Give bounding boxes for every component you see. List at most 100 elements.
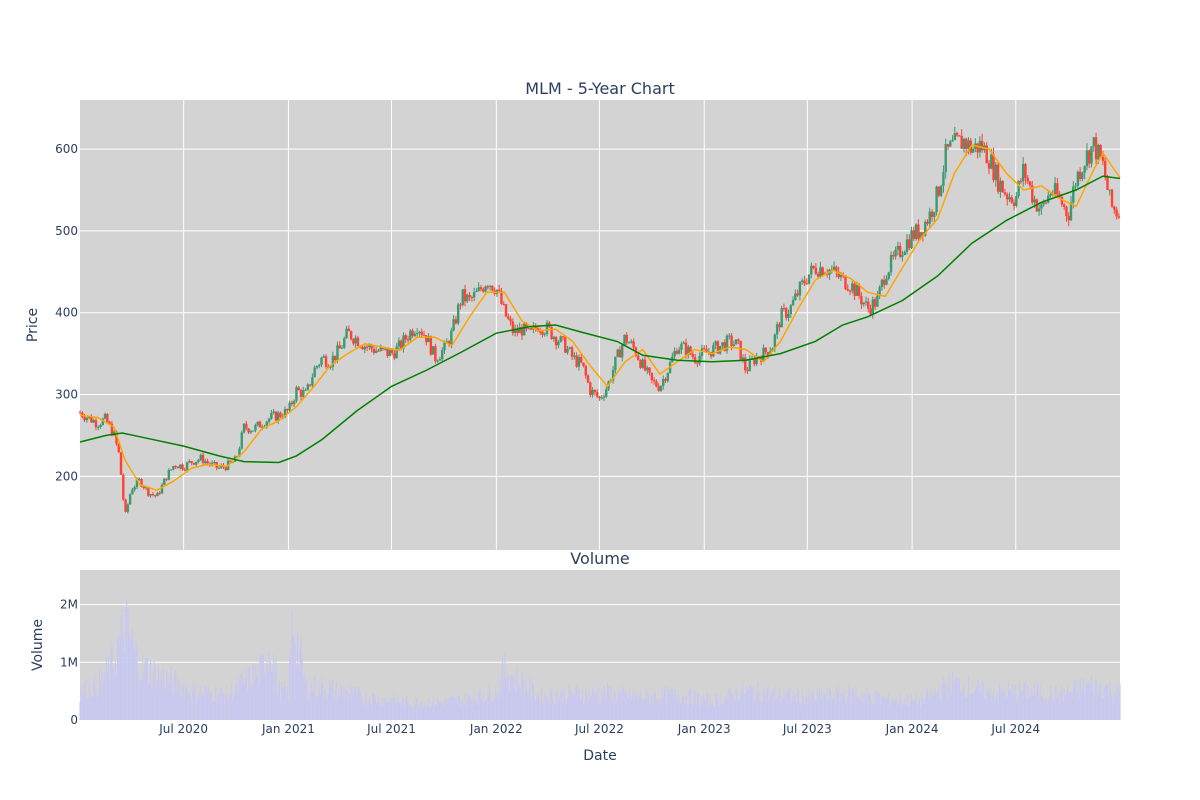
- volume-bar: [243, 683, 245, 720]
- volume-bar: [1011, 684, 1013, 720]
- volume-bar: [146, 658, 148, 720]
- candle-body: [183, 469, 186, 471]
- volume-bar: [667, 686, 669, 720]
- volume-bar: [994, 700, 996, 720]
- volume-bar: [252, 663, 254, 720]
- volume-bar: [655, 698, 657, 720]
- volume-bar: [807, 696, 809, 720]
- volume-bar: [569, 690, 571, 720]
- volume-bar: [523, 697, 525, 720]
- volume-bar: [1096, 681, 1098, 720]
- candle-body: [545, 322, 549, 334]
- x-tick-label: Jan 2022: [469, 722, 523, 736]
- volume-bar: [684, 702, 686, 720]
- candle-body: [500, 291, 503, 304]
- volume-bar: [1076, 694, 1078, 720]
- volume-bar: [189, 696, 192, 720]
- candle-body: [554, 337, 558, 346]
- candle-body: [693, 357, 697, 363]
- volume-bar: [548, 703, 550, 720]
- candle-body: [627, 342, 631, 344]
- candle-body: [876, 295, 879, 307]
- price-panel: 200 300 400 500 600 MLM - 5-Year Chart Price: [25, 79, 1121, 550]
- volume-bar: [611, 702, 613, 720]
- volume-bar: [1052, 701, 1054, 720]
- volume-bar: [227, 699, 229, 720]
- candle-body: [712, 345, 715, 357]
- volume-bar: [936, 694, 938, 720]
- candle-body: [739, 340, 742, 360]
- volume-bar: [1021, 692, 1023, 720]
- volume-y-tick-label: 0: [70, 713, 78, 727]
- candle-body: [898, 245, 902, 257]
- volume-bar: [453, 696, 455, 720]
- volume-bar: [481, 700, 483, 720]
- volume-bar: [973, 691, 975, 720]
- candle-body: [422, 334, 426, 336]
- candle-body: [169, 469, 173, 471]
- candle-body: [459, 304, 462, 306]
- volume-bar: [278, 681, 280, 720]
- volume-bars: [79, 600, 1121, 720]
- volume-bar: [1077, 682, 1079, 720]
- volume-bar: [986, 687, 988, 720]
- volume-bar: [366, 705, 368, 720]
- volume-bar: [977, 678, 979, 720]
- candle-body: [534, 325, 537, 329]
- volume-bar: [125, 609, 127, 720]
- volume-bar: [688, 689, 691, 720]
- volume-bar: [101, 669, 103, 720]
- volume-bar: [878, 691, 880, 720]
- volume-bar: [469, 695, 471, 720]
- volume-bar: [618, 690, 620, 720]
- candle-body: [566, 348, 569, 353]
- volume-bar: [590, 695, 593, 720]
- volume-bar: [356, 693, 358, 720]
- candle-body: [450, 330, 453, 345]
- volume-bar: [602, 697, 604, 720]
- volume-bar: [234, 690, 236, 720]
- volume-bar: [379, 703, 381, 720]
- volume-bar: [833, 694, 835, 720]
- volume-bar: [939, 700, 941, 720]
- volume-bar: [846, 699, 848, 720]
- candle-body: [746, 370, 749, 372]
- volume-bar: [260, 653, 262, 720]
- volume-bar: [633, 695, 635, 720]
- candle-body: [511, 321, 515, 334]
- volume-bar: [458, 696, 460, 720]
- volume-bar: [429, 708, 431, 720]
- candle-body: [773, 334, 777, 349]
- volume-bar: [622, 687, 624, 720]
- volume-bar: [576, 685, 578, 720]
- volume-bar: [727, 690, 729, 720]
- volume-bar: [571, 696, 573, 720]
- volume-bar: [1020, 690, 1022, 720]
- candle-body: [1053, 183, 1057, 195]
- volume-bar: [456, 697, 458, 720]
- volume-bar: [105, 655, 107, 720]
- volume-bar: [826, 687, 828, 720]
- volume-bar: [1078, 698, 1080, 720]
- volume-bar: [975, 685, 978, 720]
- volume-bar: [678, 700, 680, 720]
- volume-bar: [913, 701, 915, 720]
- candle-body: [131, 489, 134, 495]
- volume-x-tick-labels: Jul 2020 Jan 2021 Jul 2021 Jan 2022 Jul 2022…: [158, 722, 1040, 736]
- volume-bar: [907, 706, 909, 720]
- candle-body: [386, 348, 389, 357]
- candle-body: [138, 479, 141, 481]
- volume-bar: [659, 698, 661, 720]
- volume-bar: [330, 685, 332, 720]
- volume-bar: [810, 691, 812, 720]
- volume-bar: [824, 694, 826, 720]
- volume-bar: [320, 678, 323, 720]
- candle-body: [1076, 171, 1080, 186]
- volume-bar: [420, 702, 422, 720]
- volume-bar: [893, 701, 896, 720]
- volume-bar: [391, 706, 393, 720]
- volume-bar: [459, 707, 462, 720]
- candle-body: [812, 265, 815, 268]
- candle-body: [580, 357, 583, 363]
- volume-bar: [119, 635, 121, 720]
